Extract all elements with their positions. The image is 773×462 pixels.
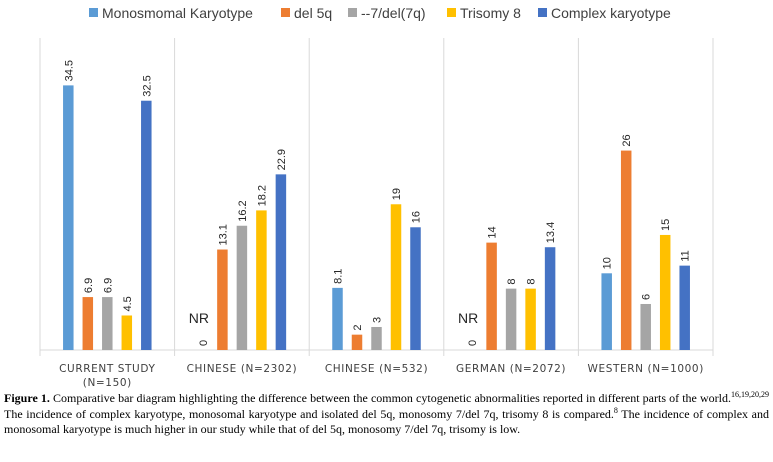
legend-del5q-label: del 5q — [294, 5, 332, 21]
legend-monosomal-label: Monosmomal Karyotype — [102, 5, 253, 21]
data-label: 0 — [198, 340, 210, 346]
data-label: 15 — [660, 219, 672, 231]
data-label: 10 — [602, 257, 614, 269]
bar — [410, 227, 421, 350]
x-tick-label: WESTERN (N=1000) — [588, 363, 704, 375]
data-label: 16 — [411, 211, 423, 223]
bar — [505, 288, 517, 350]
data-label: 26 — [621, 134, 633, 146]
caption-text-3: The incidence of complex and monosomal k… — [4, 406, 769, 437]
legend-monosomal-swatch — [89, 8, 98, 17]
bar — [640, 303, 651, 350]
bar — [236, 225, 248, 350]
legend-trisomy8-label: Trisomy 8 — [460, 5, 521, 21]
data-label: 0 — [467, 340, 479, 346]
legend-del5q-swatch — [281, 8, 290, 17]
data-label: 6 — [641, 294, 653, 300]
data-label: 18.2 — [256, 185, 268, 206]
nr-annotation: NR — [458, 310, 478, 326]
data-label: 16.2 — [237, 200, 249, 221]
bar — [390, 204, 402, 350]
data-label: 11 — [680, 250, 692, 261]
bar — [256, 210, 267, 350]
bar — [63, 85, 74, 350]
x-tick-label: (N=150) — [83, 377, 132, 389]
data-label: 8.1 — [333, 269, 345, 284]
bar — [141, 100, 152, 350]
legend-complex-swatch — [538, 8, 547, 17]
x-tick-label: CURRENT STUDY — [59, 363, 155, 375]
data-label: 3 — [372, 317, 384, 323]
x-tick-label: CHINESE (N=2302) — [187, 363, 298, 375]
nr-annotation: NR — [189, 310, 209, 326]
data-label: 8 — [506, 279, 518, 285]
legend: Monosmomal Karyotype del 5q --7/del(7q) Tri… — [89, 5, 671, 21]
bar — [544, 247, 556, 350]
data-label: 4.5 — [122, 296, 134, 311]
figure-caption: Figure 1. Comparative bar diagram highli… — [4, 391, 769, 438]
data-label: 34.5 — [63, 60, 75, 81]
data-label: 13.1 — [217, 224, 229, 245]
chart-canvas: Monosmomal Karyotype del 5q --7/del(7q) Tri… — [39, 5, 714, 389]
x-tick-label: GERMAN (N=2072) — [456, 363, 566, 375]
bar — [525, 288, 536, 350]
legend-complex-label: Complex karyotype — [551, 5, 671, 21]
data-label: 32.5 — [141, 75, 153, 96]
bar — [371, 326, 382, 350]
legend-minus7-label: --7/del(7q) — [361, 5, 426, 21]
bar — [601, 273, 612, 350]
bar — [486, 242, 497, 350]
bar — [121, 315, 133, 350]
bar — [102, 297, 113, 350]
legend-minus7-swatch — [348, 8, 357, 17]
bar — [659, 234, 671, 350]
caption-text-1: Comparative bar diagram highlighting the… — [49, 391, 731, 405]
bar-chart: Monosmomal Karyotype del 5q --7/del(7q) Tri… — [39, 5, 714, 389]
bar — [275, 174, 287, 350]
data-label: 19 — [391, 188, 403, 200]
legend-trisomy8-swatch — [447, 8, 456, 17]
x-tick-label: CHINESE (N=532) — [325, 363, 428, 375]
caption-label: Figure 1. — [4, 391, 50, 405]
caption-text-2: The incidence of complex karyotype, mono… — [4, 406, 614, 421]
bar — [332, 287, 343, 350]
data-label: 14 — [487, 226, 499, 238]
bar — [679, 265, 690, 350]
data-label: 22.9 — [276, 149, 288, 170]
bar — [620, 150, 632, 350]
data-label: 6.9 — [102, 278, 114, 293]
caption-ref-1: 16,19,20,29 — [731, 390, 769, 399]
data-label: 6.9 — [83, 278, 95, 293]
caption-ref-2: 8 — [613, 405, 618, 415]
bar — [351, 334, 363, 350]
bar — [217, 249, 228, 350]
data-label: 8 — [526, 279, 538, 285]
bar — [82, 297, 94, 350]
data-label: 2 — [352, 325, 364, 331]
data-label: 13.4 — [545, 222, 557, 243]
